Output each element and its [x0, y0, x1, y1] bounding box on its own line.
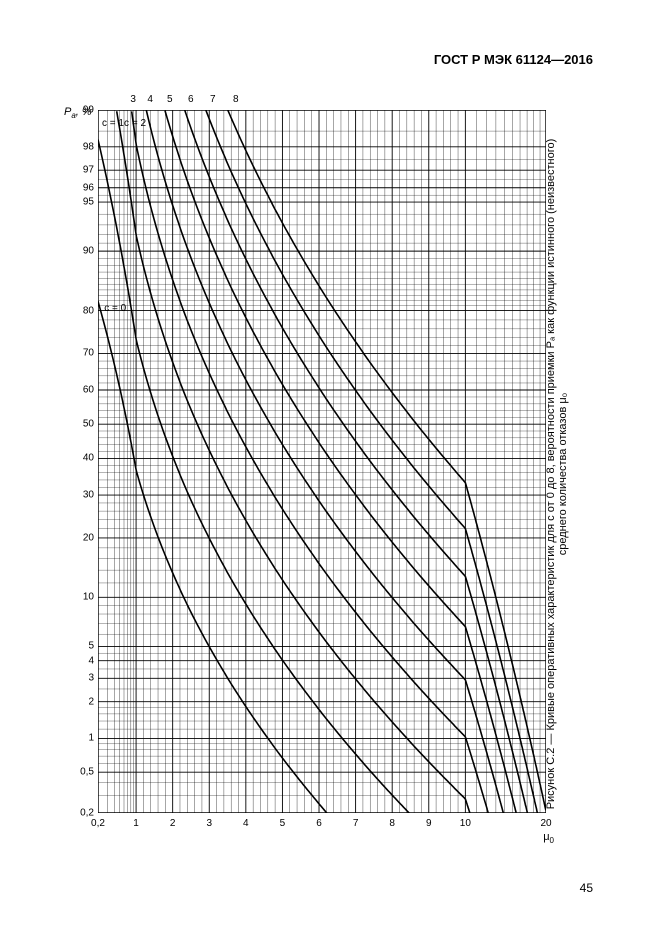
curve-label: 7: [210, 94, 216, 105]
y-tick: 1: [70, 733, 94, 744]
x-tick: 3: [206, 818, 212, 829]
x-tick: 10: [460, 818, 471, 829]
x-tick: 6: [316, 818, 322, 829]
y-tick: 40: [70, 453, 94, 464]
curve-label: 3: [130, 94, 136, 105]
y-tick: 97: [70, 165, 94, 176]
curve-label: 6: [188, 94, 194, 105]
y-tick: 10: [70, 592, 94, 603]
curve-label: c = 0: [104, 303, 126, 314]
y-tick: 90: [70, 246, 94, 257]
x-tick: 0,2: [91, 818, 105, 829]
caption-line-2: среднего количества отказов μ₀: [557, 139, 569, 810]
chart-svg: [98, 110, 546, 813]
curve-label: 4: [147, 94, 153, 105]
y-tick: 3: [70, 673, 94, 684]
y-tick: 5: [70, 641, 94, 652]
y-tick: 95: [70, 197, 94, 208]
curve-label: c = 1: [102, 118, 124, 129]
oc-curves-chart: Pa, % μ0 9998979695908070605040302010543…: [98, 110, 546, 813]
y-tick: 0,5: [70, 767, 94, 778]
page-number: 45: [580, 881, 593, 895]
doc-header: ГОСТ Р МЭК 61124—2016: [434, 52, 593, 67]
curve-label: c = 2: [124, 118, 146, 129]
y-tick: 30: [70, 490, 94, 501]
x-tick: 8: [389, 818, 395, 829]
y-tick: 2: [70, 696, 94, 707]
y-tick: 20: [70, 532, 94, 543]
y-tick: 4: [70, 655, 94, 666]
x-tick: 20: [540, 818, 551, 829]
y-tick: 0,2: [70, 808, 94, 819]
x-tick: 1: [133, 818, 139, 829]
curve-label: 8: [233, 94, 239, 105]
x-tick: 9: [426, 818, 432, 829]
y-tick: 50: [70, 419, 94, 430]
caption-line-1: Рисунок С.2 — Кривые оперативных характе…: [545, 139, 557, 810]
y-tick: 60: [70, 385, 94, 396]
x-axis-label: μ0: [543, 831, 554, 845]
x-tick: 5: [280, 818, 286, 829]
y-tick: 96: [70, 182, 94, 193]
y-tick: 99: [70, 105, 94, 116]
x-tick: 7: [353, 818, 359, 829]
x-tick: 4: [243, 818, 249, 829]
y-tick: 70: [70, 348, 94, 359]
x-tick: 2: [170, 818, 176, 829]
y-tick: 80: [70, 305, 94, 316]
curve-label: 5: [167, 94, 173, 105]
y-tick: 98: [70, 141, 94, 152]
